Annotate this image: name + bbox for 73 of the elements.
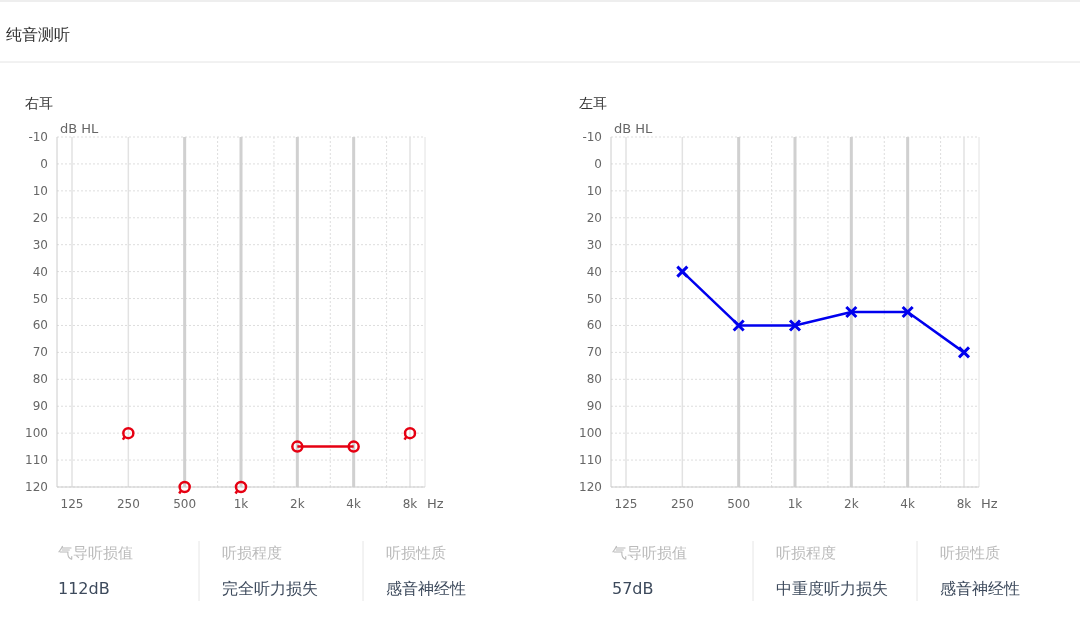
text: 气导听损值	[612, 544, 687, 562]
point	[901, 305, 915, 319]
y-tick-label: -10	[28, 130, 48, 144]
text: 57dB	[612, 579, 654, 598]
point	[844, 305, 858, 319]
x-tick-label: 125	[60, 497, 84, 511]
y-tick-label: 100	[25, 426, 48, 441]
y-tick-label: 50	[32, 291, 48, 306]
x-tick-label: 1k	[233, 497, 249, 511]
y-tick-label: 80	[586, 372, 602, 387]
y-axis-title: dB HL	[60, 121, 100, 136]
text: 气导听损值	[58, 544, 133, 562]
y-tick-label: 10	[32, 183, 48, 198]
text: 听损程度	[776, 544, 836, 562]
x-tick-label: 500	[727, 497, 751, 511]
text: 感音神经性	[386, 579, 466, 598]
y-tick-label: 40	[586, 264, 602, 279]
y-tick-label: 40	[32, 264, 48, 279]
y-tick-label: 110	[25, 453, 48, 468]
chart-subtitle: 右耳	[25, 95, 53, 111]
text: 112dB	[58, 579, 110, 598]
x-tick-label: 125	[614, 497, 638, 511]
y-tick-label: 20	[32, 210, 48, 225]
x-tick-label: 8k	[402, 497, 418, 511]
y-tick-label: 90	[586, 399, 602, 414]
point	[732, 318, 746, 332]
x-tick-label: 500	[173, 497, 197, 511]
x-axis-title: Hz	[427, 496, 444, 511]
y-tick-label: -10	[582, 130, 602, 144]
point	[788, 318, 802, 332]
y-tick-label: 70	[32, 345, 48, 360]
y-tick-label: 80	[32, 372, 48, 387]
y-tick-label: 60	[586, 318, 602, 333]
text: 听损性质	[386, 544, 446, 562]
point	[675, 265, 689, 279]
x-tick-label: 250	[670, 497, 694, 511]
x-tick-label: 4k	[346, 497, 361, 511]
y-tick-label: 30	[586, 237, 602, 252]
y-axis-title: dB HL	[614, 121, 654, 136]
text: 听损程度	[222, 544, 282, 562]
text: 感音神经性	[940, 579, 1020, 598]
y-tick-label: 50	[586, 291, 602, 306]
point	[234, 480, 248, 494]
x-tick-label: 2k	[844, 497, 859, 511]
x-tick-label: 250	[116, 497, 140, 511]
y-tick-label: 30	[32, 237, 48, 252]
point	[178, 480, 191, 494]
y-tick-label: 10	[586, 183, 602, 198]
chart-subtitle: 左耳	[579, 95, 607, 111]
y-tick-label: 70	[586, 345, 602, 360]
text: 中重度听力损失	[776, 579, 888, 598]
x-tick-label: 2k	[290, 497, 305, 511]
point	[122, 426, 135, 440]
x-tick-label: 1k	[787, 497, 803, 511]
x-tick-label: 8k	[956, 497, 972, 511]
y-tick-label: 0	[594, 156, 602, 171]
text: 听损性质	[940, 544, 1000, 562]
y-tick-label: 120	[25, 480, 48, 494]
text: 完全听力损失	[222, 579, 318, 598]
x-axis-title: Hz	[981, 496, 998, 511]
y-tick-label: 100	[579, 426, 602, 441]
y-tick-label: 60	[32, 318, 48, 333]
point	[403, 426, 417, 440]
point	[347, 440, 360, 453]
y-tick-label: 120	[579, 480, 602, 494]
point	[957, 345, 971, 359]
x-tick-label: 4k	[900, 497, 915, 511]
y-tick-label: 110	[579, 453, 602, 468]
chart-title: 纯音测听	[6, 25, 70, 44]
y-tick-label: 0	[40, 156, 48, 171]
y-tick-label: 90	[32, 399, 48, 414]
point	[291, 440, 304, 453]
y-tick-label: 20	[586, 210, 602, 225]
